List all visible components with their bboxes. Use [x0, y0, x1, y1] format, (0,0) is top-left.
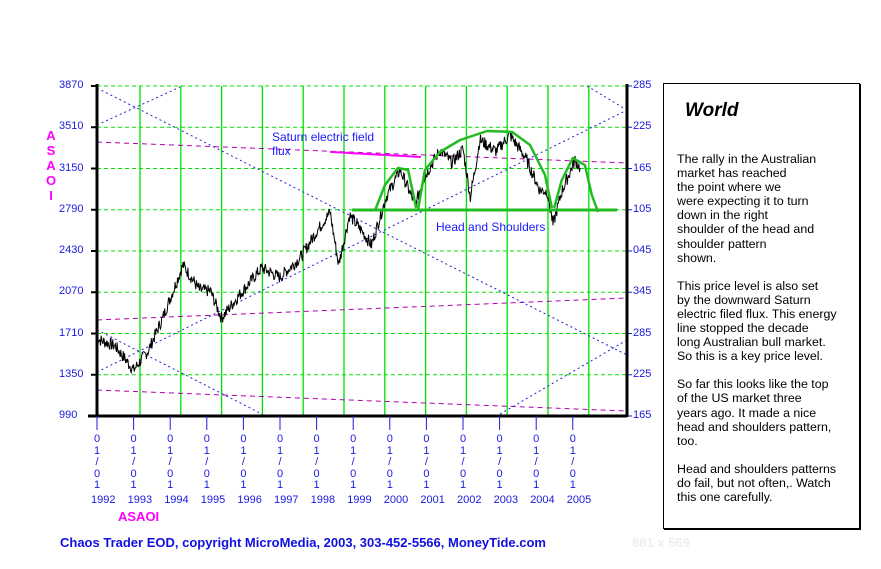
- left-tick-label: 3510: [59, 120, 84, 133]
- left-tick-label: 990: [59, 409, 78, 421]
- date-tick-label: 0 1/0 1: [203, 433, 210, 491]
- panel-paragraph: So far this looks like the top of the US…: [677, 377, 832, 448]
- saturn-flux-line-blue: [499, 339, 628, 415]
- year-label: 2005: [566, 494, 592, 506]
- commentary-panel: World The rally in the Australian market…: [663, 83, 860, 529]
- left-tick-label: 1710: [59, 326, 84, 339]
- date-tick-label: 0 1/0 1: [130, 433, 137, 491]
- date-tick-label: 0 1/0 1: [459, 433, 467, 491]
- left-axis-title: ASAOI: [46, 128, 57, 203]
- footer-copyright: Chaos Trader EOD, copyright MicroMedia, …: [60, 535, 546, 550]
- panel-paragraph: The rally in the Australian market has r…: [677, 152, 817, 265]
- saturn-flux-line-blue: [96, 87, 628, 356]
- year-label: 1996: [237, 494, 262, 506]
- date-tick-label: 0 1/0 1: [240, 433, 247, 491]
- image-size-watermark: 881 x 569: [632, 535, 690, 550]
- right-tick-label: 165: [633, 161, 652, 174]
- year-label: 2004: [530, 494, 555, 506]
- panel-paragraph: Head and shoulders patterns do fail, but…: [677, 461, 837, 504]
- year-label: 1997: [274, 494, 299, 506]
- left-tick-label: 2430: [59, 244, 84, 256]
- head-and-shoulders-annotation: Head and Shoulders: [436, 220, 546, 234]
- right-tick-label: 285: [633, 79, 652, 91]
- year-label: 2000: [383, 494, 409, 506]
- date-tick-label: 0 1/0 1: [569, 433, 576, 491]
- saturn-flux-line-magenta: [96, 389, 628, 412]
- left-tick-label: 2790: [59, 202, 84, 215]
- date-tick-label: 0 1/0 1: [496, 433, 503, 491]
- date-tick-label: 0 1/0 1: [93, 433, 101, 491]
- year-label: 1999: [347, 494, 372, 506]
- year-label: 2002: [457, 494, 482, 506]
- head-arc: [416, 129, 554, 211]
- saturn-flux-line-blue: [96, 86, 181, 126]
- right-tick-label: 105: [633, 202, 652, 215]
- right-tick-label: 285: [633, 326, 652, 339]
- year-label: 1993: [127, 494, 153, 506]
- left-tick-label: 3150: [59, 161, 84, 174]
- date-tick-label: 0 1/0 1: [313, 433, 320, 491]
- year-label: 2003: [493, 494, 519, 506]
- saturn-flux-line-magenta: [96, 297, 628, 321]
- date-tick-label: 0 1/0 1: [276, 433, 284, 491]
- left-tick-label: 2070: [59, 285, 84, 298]
- saturn-flux-line-blue: [96, 329, 263, 415]
- saturn-flux-line-blue: [96, 109, 628, 373]
- panel-paragraph: This price level is also set by the down…: [677, 278, 837, 364]
- date-tick-label: 0 1/0 1: [386, 433, 393, 491]
- year-label: 1994: [164, 494, 189, 506]
- right-tick-label: 225: [633, 367, 652, 380]
- right-shoulder-arc: [552, 156, 600, 213]
- saturn-flux-line-solid: [330, 150, 421, 158]
- right-tick-label: 345: [633, 285, 652, 298]
- saturn-flux-line-blue: [586, 85, 628, 111]
- right-tick-label: 045: [633, 244, 652, 256]
- right-tick-label: 165: [633, 409, 652, 421]
- price-line: [97, 131, 581, 375]
- right-tick-label: 225: [633, 120, 652, 133]
- year-label: 1998: [310, 494, 336, 506]
- panel-title: World: [685, 100, 739, 121]
- year-label: 1995: [200, 494, 226, 506]
- left-tick-label: 1350: [59, 367, 84, 380]
- x-axis-title: ASAOI: [118, 509, 160, 524]
- saturn-annotation: Saturn electric field flux: [272, 130, 375, 158]
- date-tick-label: 0 1/0 1: [350, 433, 357, 491]
- left-tick-label: 3870: [59, 79, 84, 91]
- date-tick-label: 0 1/0 1: [423, 433, 430, 491]
- date-tick-label: 0 1/0 1: [167, 433, 174, 491]
- year-label: 1992: [91, 494, 116, 506]
- date-tick-label: 0 1/0 1: [533, 433, 540, 491]
- left-shoulder-arc: [374, 166, 418, 211]
- panel-body: The rally in the Australian market has r…: [677, 152, 837, 518]
- year-label: 2001: [420, 494, 445, 506]
- saturn-flux-line-magenta: [96, 141, 628, 164]
